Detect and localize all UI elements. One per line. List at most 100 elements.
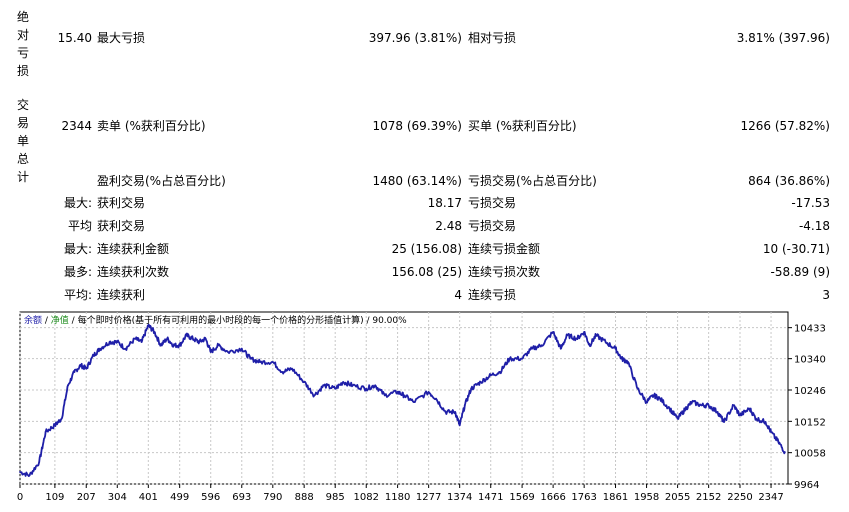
balance-point	[499, 371, 501, 373]
y-tick-label: 10433	[794, 324, 826, 335]
x-tick-label: 888	[295, 492, 314, 503]
balance-point	[334, 387, 337, 390]
row-prefix: 最大:	[63, 242, 92, 256]
balance-point	[116, 341, 119, 343]
balance-point	[85, 367, 88, 370]
row-left-label: 获利交易	[97, 219, 146, 233]
balance-point	[676, 417, 679, 420]
balance-point	[427, 391, 430, 393]
balance-point	[303, 381, 306, 383]
balance-point	[458, 424, 461, 427]
balance-point	[412, 401, 415, 403]
y-tick-label: 10058	[794, 449, 826, 460]
x-tick-label: 1277	[416, 492, 441, 503]
x-tick-label: 0	[17, 492, 23, 503]
balance-point	[489, 374, 492, 377]
y-tick-label: 9964	[794, 480, 819, 491]
balance-point	[652, 394, 655, 397]
x-tick-label: 401	[139, 492, 158, 503]
balance-point	[271, 361, 274, 363]
side-label-char: 交	[16, 98, 29, 112]
legend-separator: /	[42, 316, 51, 326]
balance-point	[707, 404, 710, 407]
balance-point	[351, 384, 354, 387]
balance-point	[755, 417, 757, 420]
x-tick-label: 1958	[634, 492, 659, 503]
balance-point	[463, 404, 466, 407]
row-left-label: 盈利交易(%占总百分比)	[97, 174, 226, 188]
balance-point	[342, 381, 345, 383]
balance-point	[668, 407, 671, 410]
balance-point	[764, 421, 767, 423]
side-label-char: 损	[16, 64, 29, 78]
balance-chart: 0 109 207 304 401 499 596 693 790 888 985 1082 1180 1…	[14, 310, 848, 510]
balance-point	[159, 344, 162, 347]
balance-point	[604, 341, 607, 343]
balance-point	[374, 384, 377, 387]
row-left-label: 卖单 (%获利百分比)	[97, 119, 206, 133]
balance-point	[108, 341, 111, 343]
row-right-label: 亏损交易	[468, 196, 517, 210]
row-right-value: 1266 (57.82%)	[740, 119, 830, 133]
balance-point	[454, 411, 457, 413]
row-mid-value: 2.48	[435, 219, 462, 233]
y-tick-label: 10152	[794, 417, 826, 428]
balance-point	[396, 391, 399, 393]
balance-point	[684, 407, 687, 410]
x-tick-label: 1861	[603, 492, 628, 503]
side-label-char: 总	[16, 152, 29, 166]
balance-point	[240, 347, 243, 350]
balance-point	[479, 381, 482, 383]
row-right-value: -4.18	[798, 219, 830, 233]
balance-point	[259, 361, 261, 363]
row-right-value: 3	[822, 288, 830, 302]
row-mid-value: 1480 (63.14%)	[372, 174, 462, 188]
row-right-label: 亏损交易	[468, 219, 517, 233]
x-tick-label: 2250	[727, 492, 752, 503]
balance-point	[700, 404, 703, 407]
row-right-value: -17.53	[791, 196, 830, 210]
balance-point	[249, 357, 252, 360]
x-tick-label: 304	[108, 492, 127, 503]
balance-point	[19, 471, 21, 473]
balance-point	[217, 344, 220, 347]
balance-point	[732, 404, 735, 407]
row-right-label: 相对亏损	[468, 31, 517, 45]
balance-point	[198, 341, 201, 343]
balance-point	[583, 331, 586, 333]
balance-point	[508, 357, 511, 360]
x-tick-label: 790	[263, 492, 282, 503]
row-right-value: 864 (36.86%)	[748, 174, 830, 188]
row-left-label: 获利交易	[97, 196, 146, 210]
balance-point	[588, 344, 591, 347]
row-mid-value: 397.96 (3.81%)	[368, 31, 462, 45]
balance-point	[60, 417, 63, 420]
balance-point	[67, 384, 69, 387]
x-tick-label: 109	[45, 492, 64, 503]
balance-point	[140, 341, 143, 343]
side-label-char: 易	[16, 116, 29, 130]
balance-point	[748, 407, 751, 410]
row-right-label: 连续亏损	[468, 288, 517, 302]
balance-point	[204, 337, 207, 340]
balance-point	[281, 371, 284, 373]
balance-point	[92, 354, 95, 357]
row-left-label: 连续获利金额	[97, 242, 170, 256]
x-tick-label: 499	[170, 492, 189, 503]
legend-description: 每个即时价格(基于所有可利用的最小时段的每一个价格的分形插值计算) / 90.0…	[78, 314, 408, 326]
row-mid-value: 156.08 (25)	[391, 265, 462, 279]
balance-point	[172, 344, 175, 347]
balance-point	[575, 337, 578, 340]
balance-point	[777, 441, 780, 443]
row-right-label: 买单 (%获利百分比)	[468, 119, 577, 133]
balance-point	[783, 451, 786, 453]
row-right-value: 3.81% (397.96)	[736, 31, 830, 45]
row-prefix: 最多:	[63, 265, 92, 279]
side-label-char: 计	[16, 170, 29, 184]
balance-point	[435, 397, 437, 400]
row-left-number: 15.40	[57, 31, 92, 45]
x-tick-label: 2055	[665, 492, 690, 503]
row-left-label: 连续获利次数	[97, 265, 170, 279]
balance-point	[44, 431, 47, 433]
x-tick-label: 1569	[509, 492, 534, 503]
